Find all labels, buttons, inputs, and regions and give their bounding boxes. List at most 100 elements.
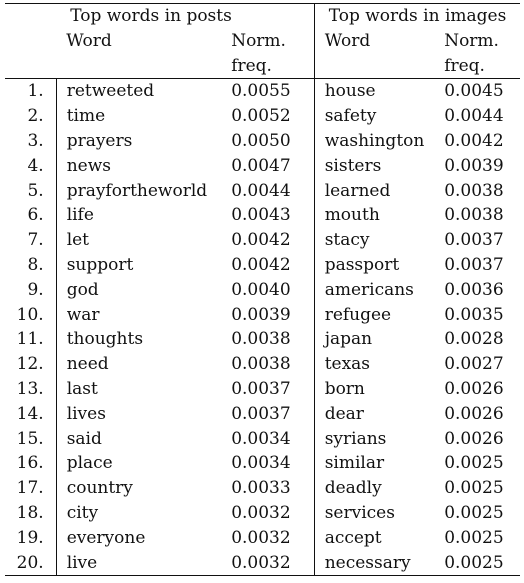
post-freq: 0.0047 bbox=[228, 153, 315, 179]
image-word: japan bbox=[324, 329, 373, 350]
image-word: passport bbox=[324, 254, 400, 275]
image-word: necessary bbox=[314, 550, 444, 577]
image-word: learned bbox=[324, 180, 391, 201]
post-word: last bbox=[66, 378, 98, 399]
table-row: 18. city 0.0032 services 0.0025 bbox=[5, 500, 520, 526]
post-word: need bbox=[66, 354, 109, 375]
table-row: 2. time 0.0052 safety 0.0044 bbox=[5, 104, 520, 129]
row-index: 12. bbox=[5, 352, 57, 377]
table-row: 7. let 0.0042 stacy 0.0037 bbox=[5, 228, 520, 253]
table-row: 4. news 0.0047 sisters 0.0039 bbox=[5, 153, 520, 179]
row-index: 10. bbox=[5, 302, 57, 328]
image-word: syrians bbox=[324, 428, 387, 449]
corner-cell bbox=[5, 2, 57, 29]
post-word: war bbox=[66, 304, 100, 325]
table-row: 15. said 0.0034 syrians 0.0026 bbox=[5, 426, 520, 452]
table-body: 1. retweeted 0.0055 house 0.0045 2. time 0.0052… bbox=[5, 78, 520, 577]
table-row: 17. country 0.0033 deadly 0.0025 bbox=[5, 476, 520, 501]
table-row: 12. need 0.0038 texas 0.0027 bbox=[5, 352, 520, 377]
image-word: safety bbox=[324, 106, 377, 127]
post-freq: 0.0037 bbox=[228, 401, 315, 427]
table-row: 13. last 0.0037 born 0.0026 bbox=[5, 376, 520, 402]
row-index: 14. bbox=[5, 401, 57, 427]
table-row: 11. thoughts 0.0038 japan 0.0028 bbox=[5, 327, 520, 353]
image-word: refugee bbox=[324, 304, 392, 325]
image-freq: 0.0037 bbox=[444, 230, 504, 251]
image-freq: 0.0044 bbox=[444, 106, 504, 127]
post-freq: 0.0042 bbox=[228, 228, 315, 253]
image-word: services bbox=[324, 502, 395, 523]
table-row: 6. life 0.0043 mouth 0.0038 bbox=[5, 203, 520, 229]
row-index: 16. bbox=[5, 451, 57, 477]
image-word: born bbox=[324, 378, 365, 399]
column-header-row-1: Word Norm. Word Norm. bbox=[5, 28, 520, 54]
row-index: 7. bbox=[5, 228, 57, 253]
post-word: lives bbox=[66, 403, 106, 424]
row-index: 11. bbox=[5, 327, 57, 353]
image-freq: 0.0042 bbox=[444, 130, 504, 151]
group-header-row: Top words in posts Top words in images bbox=[5, 2, 520, 29]
image-freq: 0.0038 bbox=[444, 180, 504, 201]
post-freq: 0.0040 bbox=[228, 277, 315, 303]
image-freq: 0.0027 bbox=[444, 354, 504, 375]
row-index: 3. bbox=[5, 128, 57, 154]
row-index: 17. bbox=[5, 476, 57, 501]
col-header-image-freq-2: freq. bbox=[444, 55, 485, 76]
post-freq: 0.0038 bbox=[228, 327, 315, 353]
post-freq: 0.0033 bbox=[228, 476, 315, 501]
table-row: 5. prayfortheworld 0.0044 learned 0.0038 bbox=[5, 178, 520, 204]
column-header-row-2: freq. freq. bbox=[5, 53, 520, 79]
image-freq: 0.0038 bbox=[444, 205, 504, 226]
row-index: 15. bbox=[5, 426, 57, 452]
post-freq: 0.0032 bbox=[228, 500, 315, 526]
table-row: 19. everyone 0.0032 accept 0.0025 bbox=[5, 525, 520, 551]
image-freq: 0.0025 bbox=[443, 550, 520, 577]
image-word: accept bbox=[324, 527, 382, 548]
row-index: 1. bbox=[5, 78, 57, 105]
image-word: sisters bbox=[324, 155, 382, 176]
image-freq: 0.0045 bbox=[443, 78, 520, 105]
group-header-images: Top words in images bbox=[314, 2, 520, 29]
row-index: 9. bbox=[5, 277, 57, 303]
post-word: support bbox=[66, 254, 134, 275]
row-index: 18. bbox=[5, 500, 57, 526]
row-index: 5. bbox=[5, 178, 57, 204]
image-freq: 0.0026 bbox=[444, 403, 504, 424]
group-header-posts: Top words in posts bbox=[56, 2, 315, 29]
top-words-table: Top words in posts Top words in images W… bbox=[5, 2, 520, 577]
table-row: 20. live 0.0032 necessary 0.0025 bbox=[5, 550, 520, 577]
post-word: live bbox=[56, 550, 229, 577]
row-index: 13. bbox=[5, 376, 57, 402]
image-freq: 0.0026 bbox=[444, 378, 504, 399]
post-freq: 0.0055 bbox=[228, 78, 315, 105]
image-freq: 0.0026 bbox=[444, 428, 504, 449]
col-header-post-freq: Norm. bbox=[228, 28, 315, 54]
post-freq: 0.0042 bbox=[228, 252, 315, 278]
image-word: dear bbox=[324, 403, 364, 424]
post-word: country bbox=[66, 478, 133, 499]
image-freq: 0.0037 bbox=[444, 254, 504, 275]
col-header-post-word: Word bbox=[66, 30, 112, 51]
row-index: 2. bbox=[5, 104, 57, 129]
post-word: city bbox=[66, 502, 99, 523]
post-freq: 0.0050 bbox=[228, 128, 315, 154]
post-freq: 0.0044 bbox=[228, 178, 315, 204]
image-freq: 0.0025 bbox=[444, 453, 504, 474]
image-word: house bbox=[314, 78, 444, 105]
image-word: similar bbox=[324, 453, 385, 474]
post-freq: 0.0034 bbox=[228, 426, 315, 452]
row-index: 6. bbox=[5, 203, 57, 229]
post-word: said bbox=[66, 428, 102, 449]
image-freq: 0.0025 bbox=[444, 527, 504, 548]
table-row: 9. god 0.0040 americans 0.0036 bbox=[5, 277, 520, 303]
table-row: 10. war 0.0039 refugee 0.0035 bbox=[5, 302, 520, 328]
row-index: 8. bbox=[5, 252, 57, 278]
image-word: texas bbox=[324, 354, 371, 375]
post-freq: 0.0037 bbox=[228, 376, 315, 402]
post-freq: 0.0043 bbox=[228, 203, 315, 229]
post-freq: 0.0039 bbox=[228, 302, 315, 328]
post-word: thoughts bbox=[66, 329, 144, 350]
post-freq: 0.0034 bbox=[228, 451, 315, 477]
post-word: let bbox=[66, 230, 90, 251]
